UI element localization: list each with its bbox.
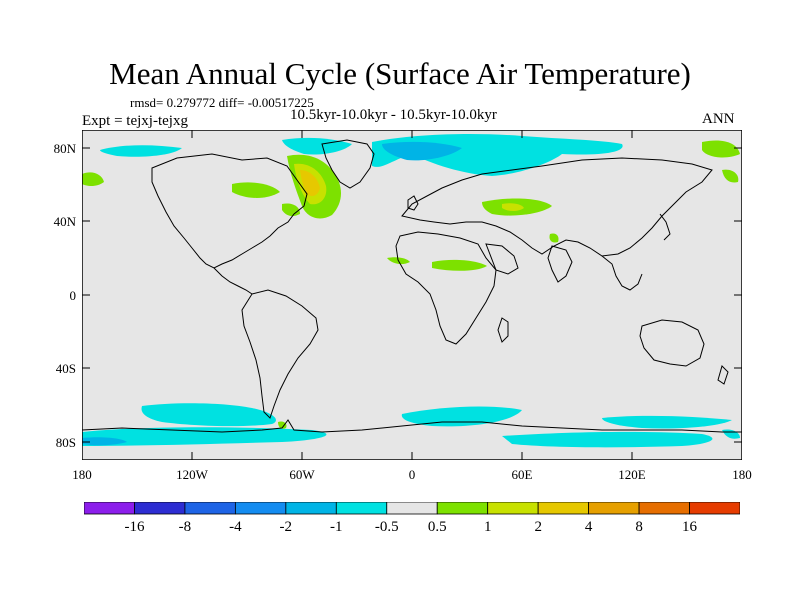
colorbar-label-8: 2 <box>534 519 542 535</box>
field-peninsula-warm <box>278 421 287 429</box>
field-canada-warm <box>232 182 280 198</box>
field-arctic-cool-2 <box>382 141 462 161</box>
axis-ticks <box>82 130 742 460</box>
colorbar-swatch-10 <box>588 502 640 515</box>
lon-label-180e: 180 <box>732 467 752 482</box>
field-nw-warm <box>82 172 104 186</box>
colorbar-swatch-6 <box>386 502 438 515</box>
lon-label-180w: 180 <box>72 467 92 482</box>
lat-label-40n: 40N <box>53 214 76 229</box>
colorbar-label-11: 16 <box>682 519 697 535</box>
colorbar-label-10: 8 <box>635 519 643 535</box>
coast-new-zealand <box>717 365 729 385</box>
coast-south-america <box>241 289 319 419</box>
colorbar-swatch-11 <box>638 502 690 515</box>
colorbar-swatch-5 <box>335 502 388 515</box>
field-so-west-cool <box>141 403 276 427</box>
lon-label-120e: 120E <box>618 467 646 482</box>
lon-label-60w: 60W <box>289 467 315 482</box>
lat-label-40s: 40S <box>55 361 76 376</box>
field-ant-cool-2 <box>502 431 713 448</box>
colorbar-swatch-8 <box>487 502 539 515</box>
coast-eurasia <box>401 157 713 257</box>
coast-madagascar <box>497 317 509 343</box>
coast-se-asia <box>601 255 643 291</box>
coast-north-america <box>151 153 308 269</box>
lat-label-80s: 80S <box>55 435 76 450</box>
coast-japan <box>659 213 671 241</box>
lat-label-80n: 80N <box>53 141 76 156</box>
colorbar-label-5: -0.5 <box>374 519 399 535</box>
lat-label-0: 0 <box>69 288 77 303</box>
coast-greenland <box>321 139 375 189</box>
stats-text: rmsd= 0.279772 diff= -0.00517225 <box>130 95 314 110</box>
field-nw-arctic-cool <box>100 145 182 157</box>
colorbar-label-0: -16 <box>124 519 145 535</box>
coast-central-america <box>213 267 253 295</box>
experiment-label: Expt = tejxj-tejxg <box>82 113 188 129</box>
lon-label-60e: 60E <box>511 467 533 482</box>
field-ant-far-cool <box>82 437 127 446</box>
lon-label-120w: 120W <box>176 467 208 482</box>
field-ne-warm <box>702 140 740 158</box>
coast-uk <box>407 195 419 211</box>
colorbar-label-6: 0.5 <box>427 519 447 535</box>
field-india-warm <box>549 233 559 243</box>
colorbar-label-2: -4 <box>229 519 242 535</box>
colorbar-label-9: 4 <box>584 519 593 535</box>
colorbar <box>84 502 740 515</box>
anomaly-fields <box>82 134 740 448</box>
world-map <box>82 130 742 460</box>
coast-australia <box>639 319 705 367</box>
colorbar-swatch-9 <box>537 502 590 515</box>
colorbar-label-4: -1 <box>330 519 343 535</box>
colorbar-label-7: 1 <box>483 519 492 535</box>
field-africa-warm <box>432 259 487 271</box>
coastlines <box>82 139 742 433</box>
period-text: 10.5kyr-10.0kyr - 10.5kyr-10.0kyr <box>290 107 497 123</box>
colorbar-swatch-0 <box>84 502 135 515</box>
colorbar-swatch-7 <box>436 502 489 515</box>
field-so-mid-cool <box>401 406 522 427</box>
colorbar-swatch-1 <box>134 502 186 515</box>
colorbar-label-1: -8 <box>178 519 192 535</box>
colorbar-swatch-3 <box>234 502 287 515</box>
season-label: ANN <box>702 111 735 127</box>
field-far-ne-warm <box>722 169 739 183</box>
coast-africa <box>395 231 497 345</box>
colorbar-swatch-12 <box>689 502 740 515</box>
colorbar-swatch-2 <box>184 502 236 515</box>
field-ant-cool <box>82 427 327 446</box>
coast-india <box>547 245 573 283</box>
plot-title: Mean Annual Cycle (Surface Air Temperatu… <box>109 56 691 91</box>
colorbar-label-3: -2 <box>279 519 293 535</box>
lon-label-0: 0 <box>408 467 416 482</box>
coast-antarctica <box>82 419 742 433</box>
field-europe-warm-2 <box>502 203 524 211</box>
coast-arabia <box>485 243 519 275</box>
colorbar-swatch-4 <box>285 502 337 515</box>
field-labrador-warm-3 <box>300 170 320 196</box>
field-so-east-cool <box>602 415 732 429</box>
